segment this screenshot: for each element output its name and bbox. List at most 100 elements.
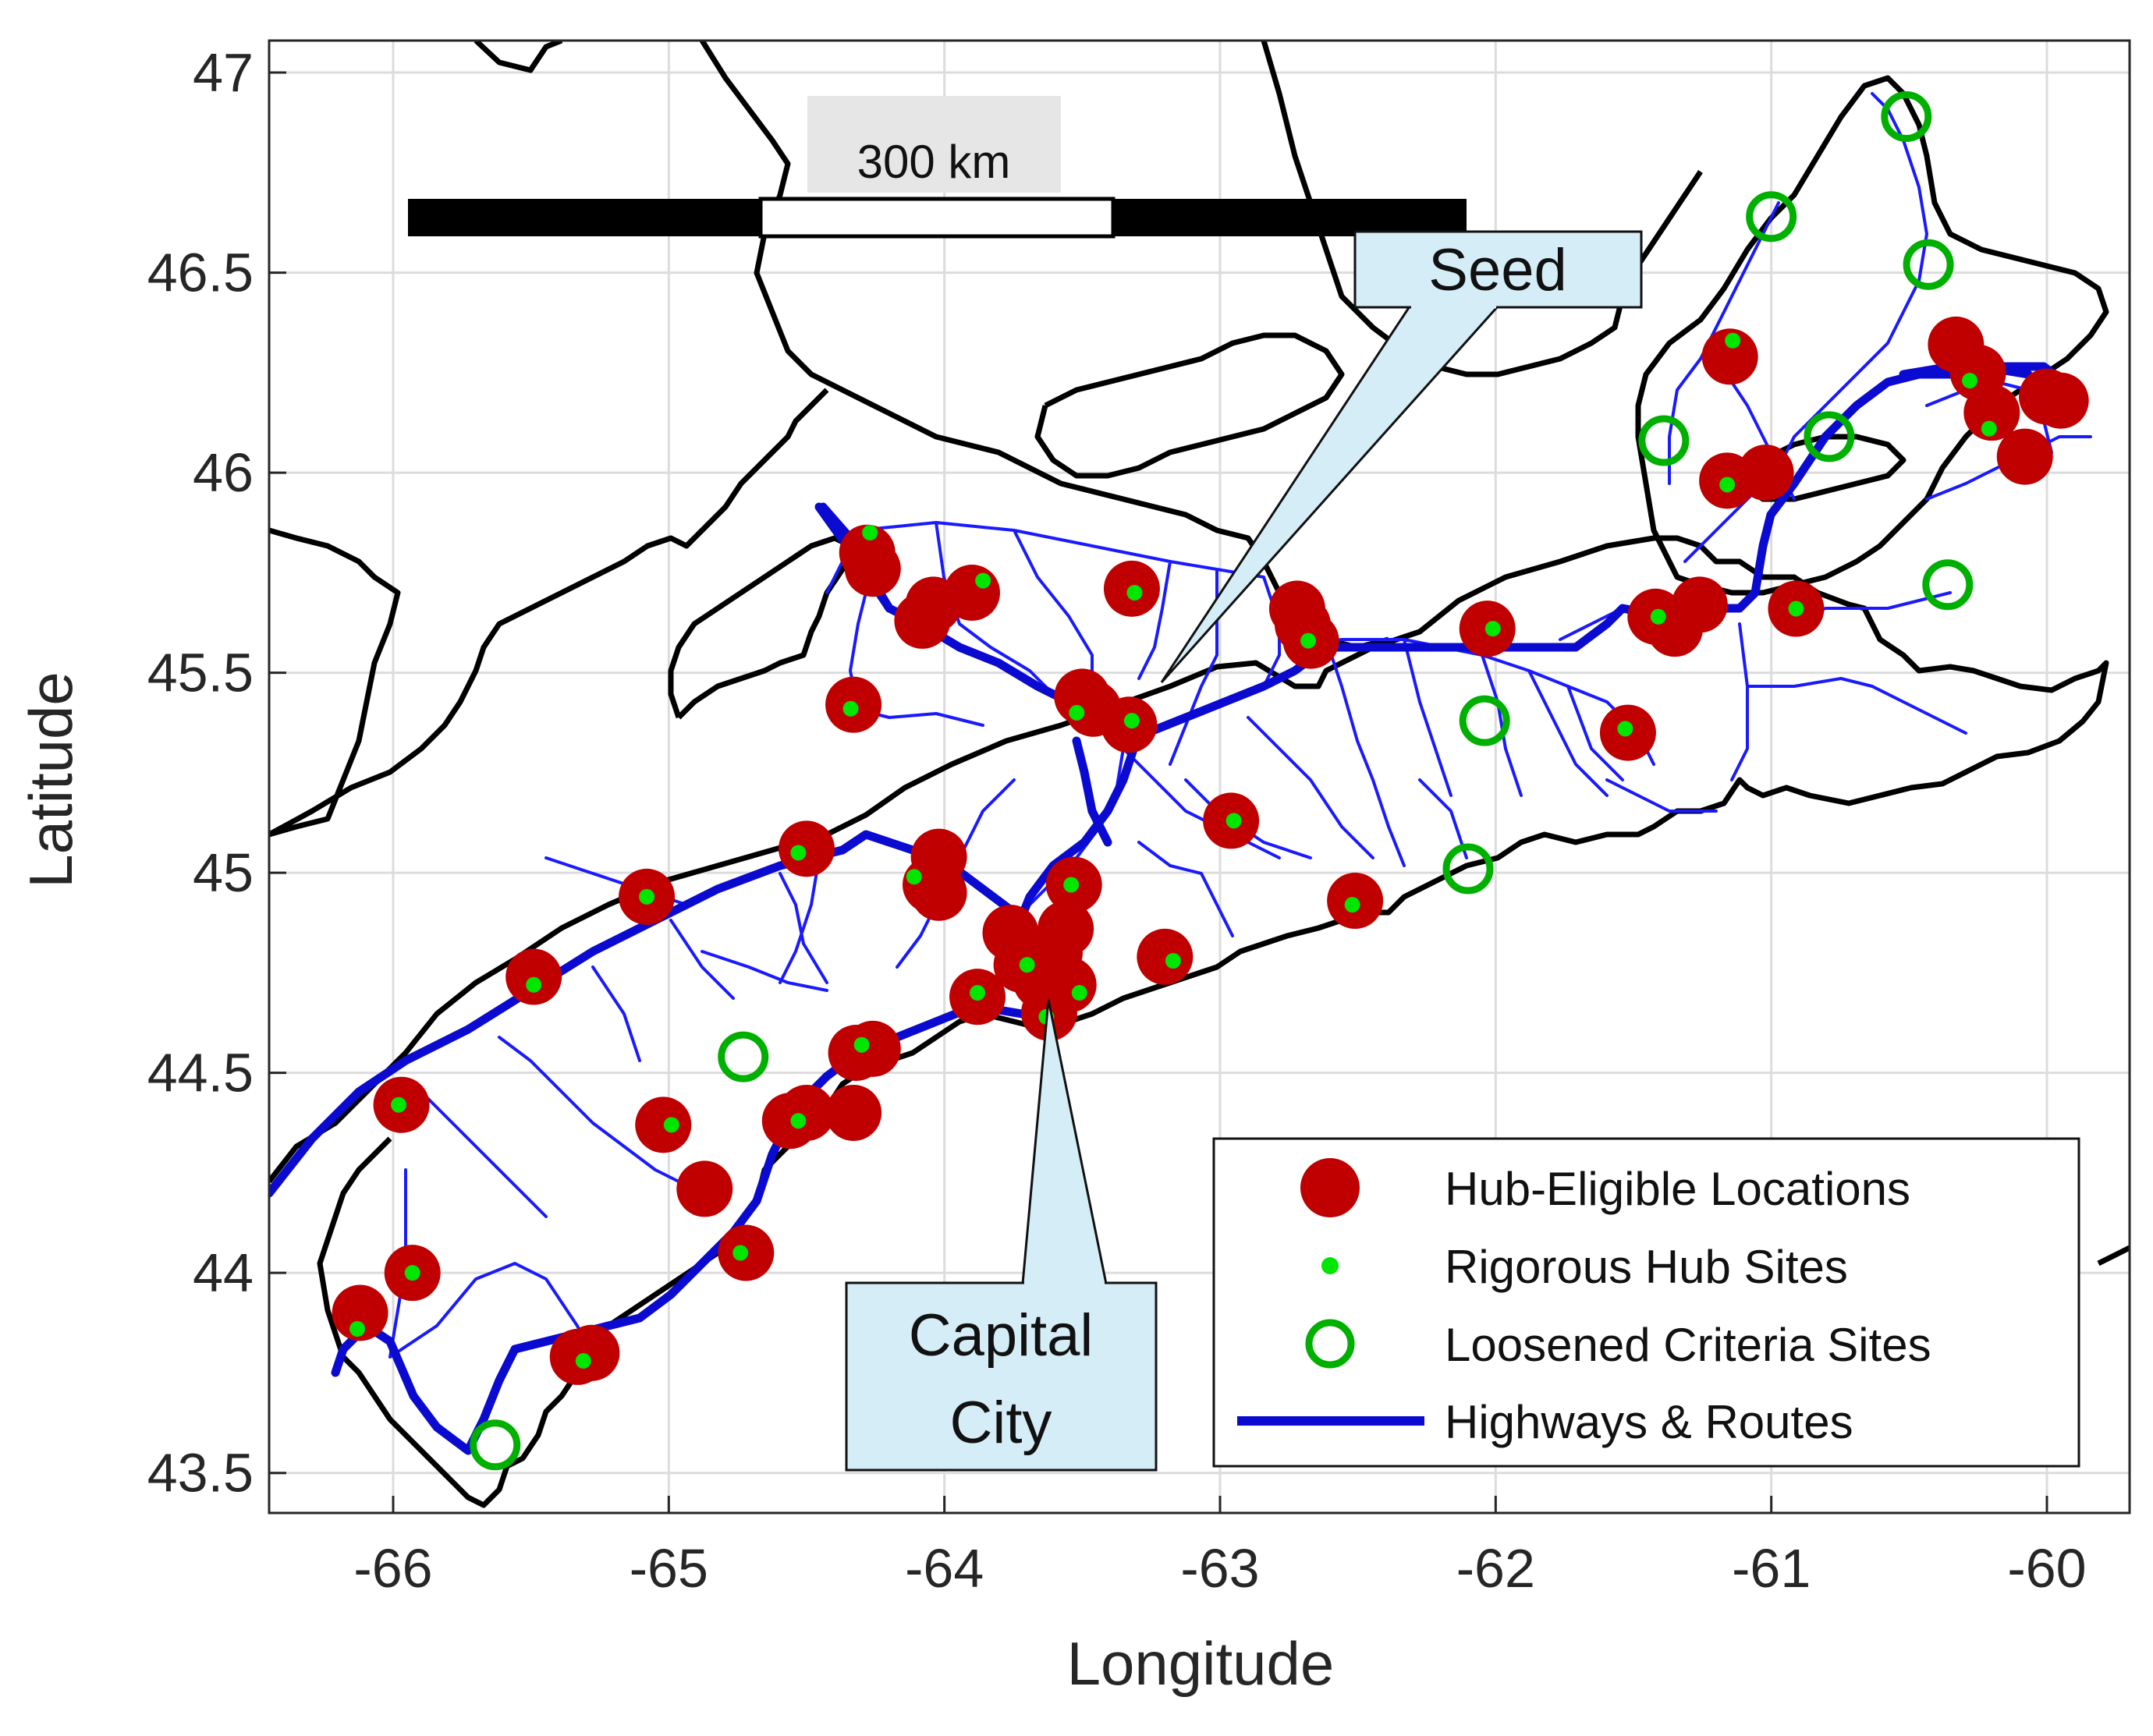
callout-capital-city: Capital City	[845, 999, 1158, 1472]
rigorous-hub-point	[1165, 953, 1181, 969]
x-tick-label: -62	[1456, 1538, 1535, 1599]
rigorous-hub-point	[1126, 585, 1143, 601]
legend-highways-label: Highways & Routes	[1445, 1396, 1853, 1448]
axis-ticks: -66 -65 -64 -63 -62 -61 -60 43.5 44 44.5 45 45.5 46 4…	[147, 42, 2087, 1599]
scale-bar: 300 km	[408, 96, 1467, 239]
hub-eligible-point	[825, 1084, 882, 1141]
legend-rigorous-marker	[1321, 1257, 1339, 1274]
x-tick-label: -65	[630, 1538, 708, 1599]
legend-hub-eligible-label: Hub-Eligible Locations	[1445, 1163, 1910, 1215]
x-tick-label: -63	[1180, 1538, 1259, 1599]
y-tick-label: 47	[193, 42, 254, 103]
scale-bar-segment-2	[758, 197, 1116, 239]
loosened-criteria-layer	[470, 90, 1974, 1471]
rigorous-hub-point	[862, 525, 878, 541]
rigorous-hub-point	[1650, 608, 1666, 625]
hub-eligible-point	[332, 1284, 388, 1341]
loosened-criteria-point	[718, 1031, 769, 1082]
rigorous-hub-point	[970, 985, 986, 1001]
hub-eligible-point	[635, 1097, 692, 1153]
hub-eligible-point	[505, 948, 562, 1005]
hub-eligible-point	[1963, 384, 2020, 441]
legend-hub-eligible-marker	[1300, 1158, 1360, 1217]
loosened-criteria-point	[1922, 559, 1974, 611]
hub-eligible-point	[844, 540, 901, 597]
scale-bar-segment-1	[408, 199, 761, 236]
rigorous-hub-point	[1019, 957, 1035, 973]
northwest-coast	[269, 527, 401, 838]
hub-eligible-point	[2032, 372, 2089, 429]
x-axis-label: Longitude	[1067, 1629, 1335, 1698]
rigorous-hub-point	[1484, 621, 1501, 637]
rigorous-hub-point	[1071, 985, 1087, 1001]
bay-of-fundy-north	[269, 388, 829, 838]
rigorous-hub-point	[1063, 877, 1080, 893]
rigorous-hub-point	[1123, 713, 1140, 729]
y-tick-label: 43.5	[147, 1443, 254, 1504]
y-tick-label: 44	[193, 1242, 254, 1303]
rigorous-hub-point	[404, 1265, 420, 1281]
y-tick-label: 46	[193, 442, 254, 503]
x-tick-label: -64	[905, 1538, 984, 1599]
y-axis-label: Latitude	[16, 671, 85, 888]
pei-coast	[1034, 332, 1345, 479]
main-peninsula-coast	[269, 535, 2109, 1508]
rigorous-hub-point	[663, 1117, 679, 1133]
rigorous-hub-point	[1344, 897, 1360, 913]
callout-capital-line2: City	[950, 1390, 1052, 1456]
east-coast-lower	[2097, 1245, 2130, 1267]
rigorous-hub-point	[1069, 704, 1085, 721]
loosened-criteria-point	[1746, 191, 1797, 243]
plot-frame	[268, 39, 2131, 1515]
rigorous-hub-point	[391, 1097, 407, 1113]
legend-loosened-label: Loosened Criteria Sites	[1445, 1319, 1931, 1371]
x-tick-label: -66	[353, 1538, 432, 1599]
rigorous-hub-point	[975, 572, 991, 589]
hub-eligible-point	[1671, 576, 1728, 633]
rigorous-hub-point	[1962, 373, 1978, 389]
hub-eligible-point	[944, 565, 1000, 621]
loosened-criteria-point	[1804, 411, 1855, 462]
rigorous-hub-point	[1719, 477, 1736, 493]
y-tick-label: 45	[193, 842, 254, 903]
legend-loosened-marker	[1305, 1319, 1355, 1369]
loosened-criteria-point	[1903, 239, 1954, 290]
callout-capital-line1: Capital	[909, 1302, 1094, 1369]
hub-eligible-point	[676, 1160, 733, 1217]
rigorous-hub-point	[1225, 813, 1242, 829]
hub-eligible-layer	[332, 316, 2089, 1385]
rigorous-hub-point	[1617, 721, 1633, 737]
hub-eligible-point	[844, 1020, 901, 1077]
hub-eligible-point	[1037, 900, 1094, 957]
y-tick-label: 44.5	[147, 1043, 254, 1104]
hub-eligible-point	[910, 864, 967, 921]
x-tick-label: -60	[2007, 1538, 2086, 1599]
callout-seed-text: Seed	[1428, 237, 1567, 303]
hub-eligible-point	[779, 1084, 835, 1141]
rigorous-hub-point	[639, 888, 655, 905]
scale-bar-label-bg	[807, 96, 1061, 193]
hub-eligible-point	[1137, 928, 1194, 985]
legend-rigorous-label: Rigorous Hub Sites	[1445, 1241, 1848, 1293]
cape-breton-coast	[1635, 75, 2109, 596]
rigorous-hub-point	[1981, 420, 1997, 437]
loosened-criteria-point	[1442, 843, 1494, 895]
loosened-criteria-point	[1638, 415, 1690, 466]
rigorous-hub-point	[526, 976, 542, 993]
x-tick-label: -61	[1732, 1538, 1811, 1599]
hub-eligible-point	[1737, 445, 1794, 501]
rigorous-hub-point	[575, 1353, 591, 1369]
highway-104-trunk	[1072, 736, 1112, 847]
y-tick-label: 45.5	[147, 643, 254, 703]
rigorous-hub-point	[732, 1245, 749, 1261]
loosened-criteria-point	[470, 1419, 521, 1471]
callout-capital-box	[845, 1281, 1158, 1472]
callout-seed-box	[1353, 230, 1643, 309]
rigorous-hub-point	[790, 845, 807, 861]
rigorous-hub-point	[1788, 601, 1804, 617]
y-tick-label: 46.5	[147, 243, 254, 303]
legend: Hub-Eligible Locations Rigorous Hub Site…	[1212, 1137, 2080, 1468]
loosened-criteria-point	[1459, 695, 1510, 746]
rigorous-hub-point	[1725, 332, 1741, 349]
